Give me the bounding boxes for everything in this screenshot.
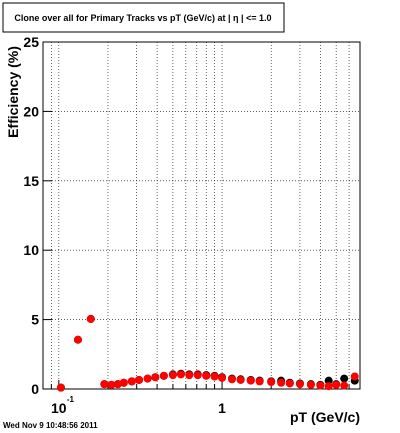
y-tick-label: 15 bbox=[23, 173, 39, 189]
data-point bbox=[135, 375, 144, 384]
data-point bbox=[227, 375, 236, 384]
chart-title: Clone over all for Primary Tracks vs pT … bbox=[14, 13, 271, 23]
x-tick-label: 1 bbox=[218, 400, 226, 416]
data-point bbox=[324, 382, 333, 391]
y-axis-title: Efficiency (%) bbox=[5, 46, 21, 138]
data-point bbox=[246, 376, 255, 385]
data-point bbox=[185, 371, 194, 380]
data-point bbox=[255, 377, 264, 386]
data-point bbox=[332, 380, 341, 389]
data-point bbox=[159, 371, 168, 380]
data-point bbox=[176, 370, 185, 379]
data-point bbox=[340, 374, 349, 383]
data-point bbox=[127, 377, 136, 386]
footer: Wed Nov 9 10:48:56 2011 bbox=[3, 421, 98, 430]
data-point bbox=[107, 380, 116, 389]
data-point bbox=[202, 371, 211, 380]
title-box bbox=[2, 2, 285, 33]
data-point bbox=[151, 373, 160, 382]
data-point bbox=[100, 380, 109, 389]
y-tick-label: 5 bbox=[31, 312, 39, 328]
data-point bbox=[56, 383, 65, 392]
data-point bbox=[143, 374, 152, 383]
data-point bbox=[277, 378, 286, 387]
data-point bbox=[350, 372, 359, 381]
data-point bbox=[324, 376, 333, 385]
data-point bbox=[306, 380, 315, 389]
data-point bbox=[210, 372, 219, 381]
y-tick-label: 20 bbox=[23, 103, 39, 119]
y-tick-label: 0 bbox=[31, 381, 39, 397]
data-point bbox=[285, 379, 294, 388]
data-point bbox=[193, 371, 202, 380]
data-point bbox=[236, 375, 245, 384]
data-point bbox=[86, 314, 95, 323]
data-point bbox=[316, 381, 325, 390]
x-tick-label: 10 bbox=[51, 400, 67, 416]
y-tick-label: 25 bbox=[23, 34, 39, 50]
data-point bbox=[119, 378, 128, 387]
x-tick-exponent: -1 bbox=[67, 395, 75, 404]
data-point bbox=[340, 381, 349, 390]
data-point bbox=[73, 335, 82, 344]
y-tick-label: 10 bbox=[23, 242, 39, 258]
data-point bbox=[295, 380, 304, 389]
x-axis-title: pT (GeV/c) bbox=[290, 409, 360, 425]
data-point bbox=[168, 371, 177, 380]
data-point bbox=[218, 373, 227, 382]
data-point bbox=[267, 378, 276, 387]
frame bbox=[42, 41, 361, 390]
